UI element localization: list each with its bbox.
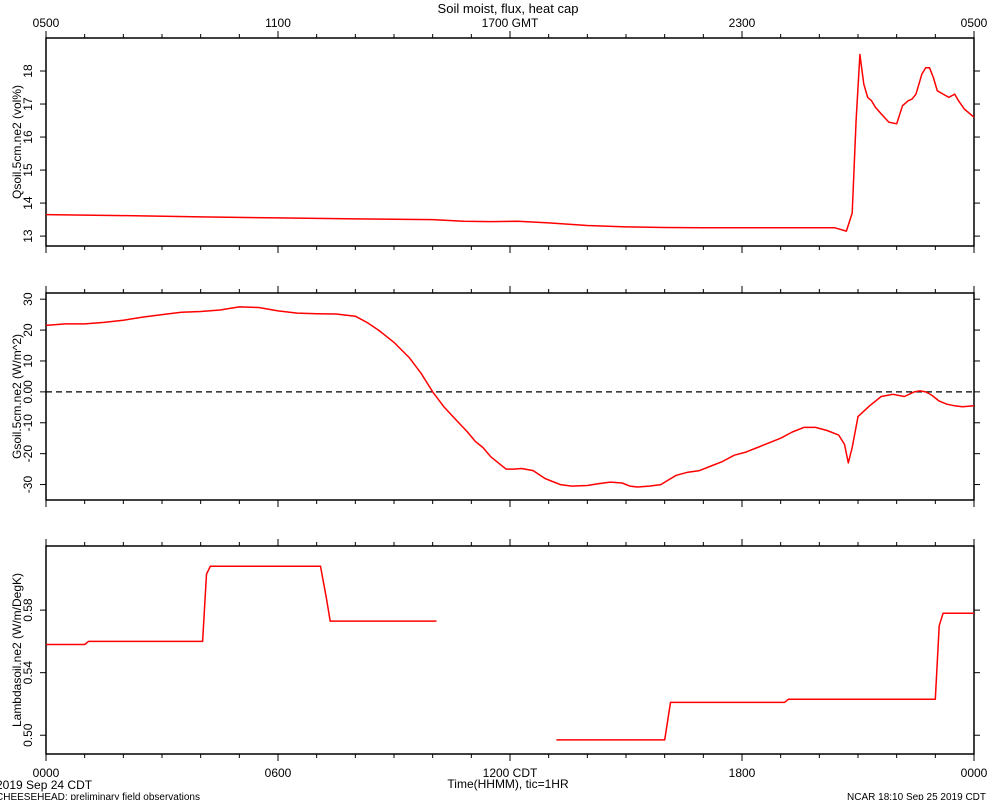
series-line <box>46 565 437 646</box>
y-axis-label: Lambdasoil.ne2 (W/m/DegK) <box>10 573 24 727</box>
footer-stamp: NCAR 18:10 Sep 25 2019 CDT <box>847 792 986 800</box>
y-tick-label: 16 <box>21 130 35 144</box>
y-tick-label: -20 <box>21 445 35 463</box>
panel-soil-flux: 30 20 10 0.00 -10 -20 -30 Gsoil.5cm.ne2 (W/m^2) <box>10 286 980 507</box>
x-tick-label-bottom: 0600 <box>265 766 292 780</box>
chart-title: Soil moist, flux, heat cap <box>438 1 579 16</box>
y-tick-label: -30 <box>21 476 35 494</box>
x-tick-label-top: 2300 <box>729 16 756 30</box>
y-tick-label: 0.00 <box>21 380 35 404</box>
y-tick-label: 0.50 <box>21 723 35 747</box>
y-tick-label: 15 <box>21 163 35 177</box>
y-tick-label: 20 <box>21 323 35 337</box>
y-tick-label: -10 <box>21 414 35 432</box>
footer-date-local: 2019 Sep 24 CDT <box>0 778 93 792</box>
x-tick-label-bottom: 1800 <box>729 766 756 780</box>
plot-frame <box>45 545 975 755</box>
y-tick-label: 18 <box>21 64 35 78</box>
x-tick-label-top: 1100 <box>265 16 291 30</box>
y-axis-label: Gsoil.5cm.ne2 (W/m^2) <box>10 334 24 459</box>
plot-frame <box>45 37 975 247</box>
y-tick-label: 14 <box>21 196 35 210</box>
series-line <box>45 306 975 488</box>
x-tick-label-bottom: 0000 <box>961 766 988 780</box>
y-tick-label: 10 <box>21 354 35 368</box>
panel-soil-moisture: 13 14 15 16 17 18 Qsoil.5cm.ne2 (vol%) 0500 1100… <box>10 16 988 253</box>
x-tick-label-top: 1700 GMT <box>482 16 539 30</box>
y-tick-label: 30 <box>21 292 35 306</box>
y-tick-label: 0.54 <box>21 661 35 685</box>
x-axis-label: Time(HHMM), tic=1HR <box>447 777 569 791</box>
x-tick-label-top: 0500 <box>33 16 60 30</box>
y-axis-label: Qsoil.5cm.ne2 (vol%) <box>10 85 24 199</box>
x-tick-label-bottom: 1200 CDT <box>483 766 538 780</box>
y-tick-label: 0.58 <box>21 598 35 622</box>
x-tick-label-bottom: 0000 <box>33 766 60 780</box>
series-line <box>45 53 975 232</box>
series-line <box>556 612 974 741</box>
x-tick-label-top: 0500 <box>961 16 988 30</box>
footer-project: CHEESEHEAD: preliminary field observatio… <box>0 792 200 800</box>
y-tick-label: 17 <box>21 97 35 111</box>
y-tick-label: 13 <box>21 229 35 243</box>
